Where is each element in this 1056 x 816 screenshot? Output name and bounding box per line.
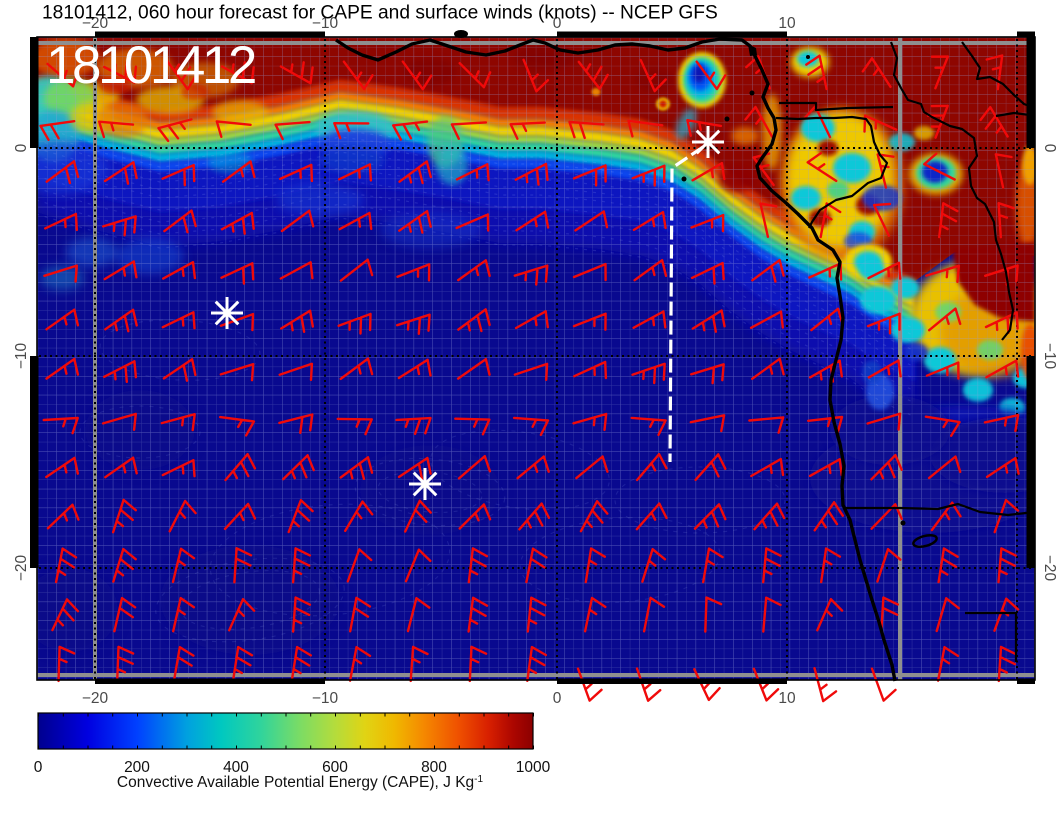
svg-text:Convective Available Potential: Convective Available Potential Energy (C…: [117, 774, 484, 791]
svg-text:600: 600: [322, 759, 348, 776]
svg-text:0: 0: [13, 143, 30, 152]
svg-text:−10: −10: [13, 342, 30, 369]
svg-text:1000: 1000: [516, 759, 551, 776]
svg-text:800: 800: [421, 759, 447, 776]
svg-text:0: 0: [34, 759, 43, 776]
svg-text:0: 0: [1041, 144, 1056, 153]
svg-text:−20: −20: [1041, 555, 1056, 582]
svg-text:10: 10: [778, 690, 796, 707]
svg-text:−20: −20: [13, 554, 30, 581]
svg-text:18101412, 060 hour forecast fo: 18101412, 060 hour forecast for CAPE and…: [42, 3, 718, 24]
svg-text:400: 400: [223, 759, 249, 776]
svg-text:18101412: 18101412: [46, 36, 255, 95]
svg-text:0: 0: [553, 15, 562, 32]
svg-text:−10: −10: [312, 15, 339, 32]
svg-text:200: 200: [124, 759, 150, 776]
svg-text:−10: −10: [1041, 343, 1056, 370]
svg-text:0: 0: [553, 690, 562, 707]
svg-text:−20: −20: [82, 15, 109, 32]
svg-text:−20: −20: [82, 690, 109, 707]
svg-text:10: 10: [778, 15, 796, 32]
svg-text:−10: −10: [312, 690, 339, 707]
